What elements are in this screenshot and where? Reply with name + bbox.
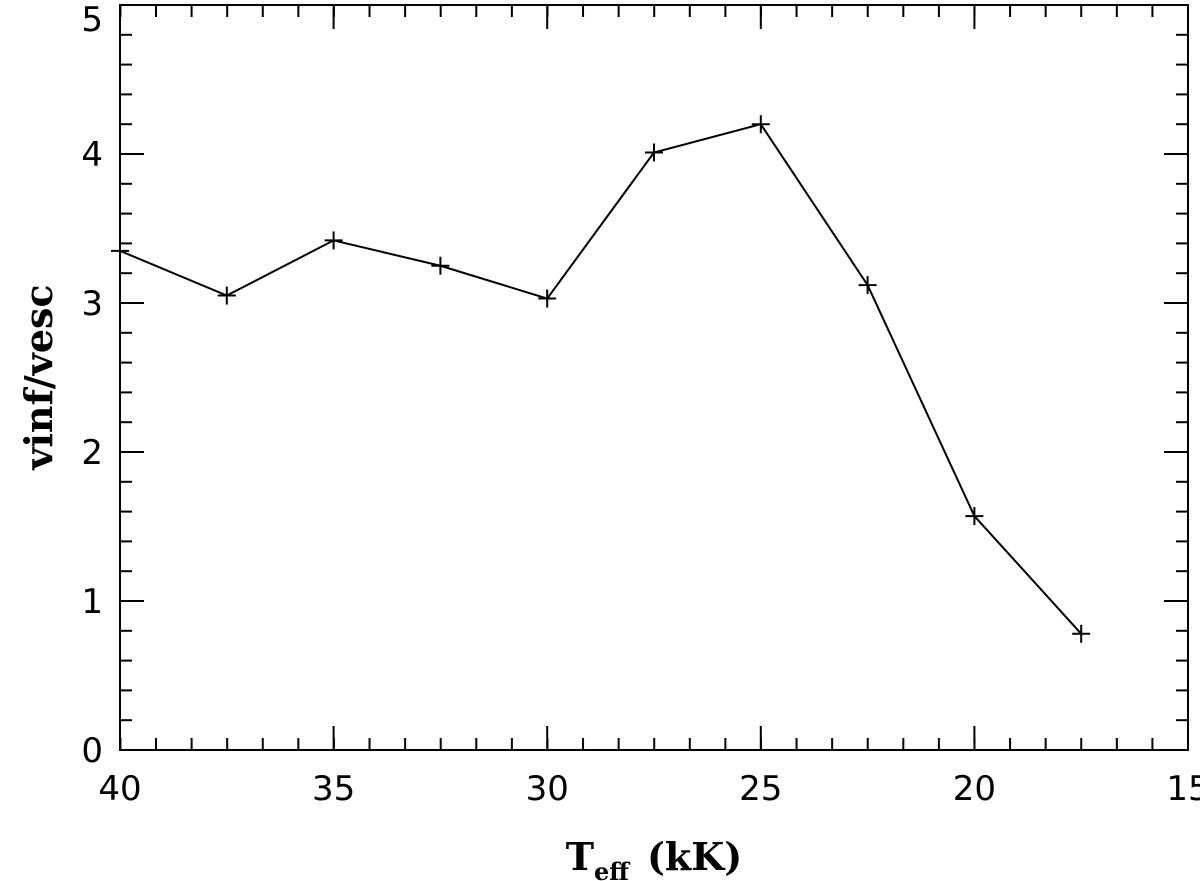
y-tick-label: 0	[81, 731, 103, 771]
x-tick-label: 25	[739, 769, 782, 809]
data-point-marker	[217, 286, 236, 305]
x-tick-label: 40	[98, 769, 141, 809]
x-axis-title-unit: (kK)	[647, 834, 742, 879]
x-axis-title-subscript: eff	[594, 857, 630, 881]
data-point-marker	[645, 143, 663, 162]
y-tick-label: 1	[81, 582, 103, 622]
data-point-marker	[965, 507, 984, 526]
x-tick-label: 15	[1166, 769, 1200, 809]
y-tick-label: 5	[81, 0, 103, 40]
x-tick-label: 30	[526, 769, 569, 809]
x-axis-title-main: T	[566, 834, 594, 879]
y-tick-label: 2	[81, 433, 103, 473]
y-axis-title: vinf/vesc	[16, 284, 61, 470]
tick-labels: 40 35 30 25 20 15 0 1 2 3 4 5	[81, 0, 1200, 809]
data-point-marker	[751, 115, 770, 134]
data-point-marker	[431, 256, 450, 275]
data-point-marker	[111, 241, 129, 260]
data-series	[111, 115, 1091, 643]
data-point-marker	[538, 289, 557, 308]
data-point-marker	[324, 231, 343, 250]
x-axis-title: Teff (kK)	[566, 834, 743, 881]
x-tick-label: 35	[312, 769, 355, 809]
y-tick-label: 3	[81, 284, 103, 324]
plot-frame	[119, 4, 1189, 751]
x-tick-label: 20	[953, 769, 996, 809]
data-point-marker	[858, 276, 877, 295]
data-point-marker	[1072, 624, 1091, 643]
series-line	[119, 123, 1082, 635]
axis-ticks	[119, 4, 1189, 751]
y-tick-label: 4	[81, 135, 103, 175]
